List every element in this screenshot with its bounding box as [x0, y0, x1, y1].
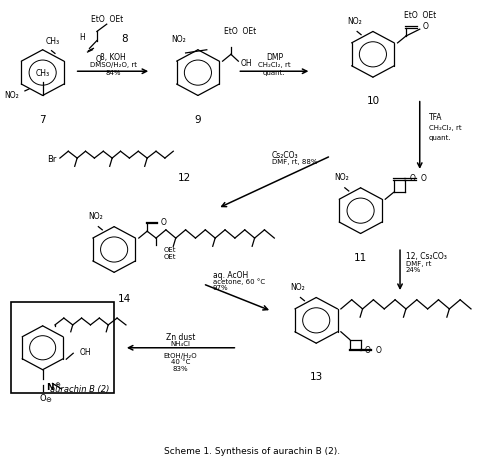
- Text: EtO  OEt: EtO OEt: [224, 27, 256, 36]
- Text: 83%: 83%: [173, 365, 188, 371]
- Text: O: O: [422, 22, 428, 31]
- Text: aurachin B (2): aurachin B (2): [50, 385, 110, 393]
- Text: 12, Cs₂CO₃: 12, Cs₂CO₃: [406, 252, 447, 260]
- Text: NO₂: NO₂: [290, 282, 305, 291]
- Text: 14: 14: [118, 293, 130, 303]
- Text: 9: 9: [194, 114, 201, 124]
- Text: OH: OH: [80, 347, 91, 356]
- Text: H: H: [79, 34, 84, 42]
- Text: ⊖: ⊖: [46, 396, 52, 402]
- Text: 97%: 97%: [212, 285, 228, 291]
- Text: 40 °C: 40 °C: [171, 358, 190, 365]
- Text: NO₂: NO₂: [4, 91, 19, 100]
- Text: 12: 12: [178, 173, 192, 182]
- Text: DMP: DMP: [266, 52, 283, 62]
- Text: CH₂Cl₂, rt: CH₂Cl₂, rt: [258, 62, 290, 68]
- Text: Cs₂CO₃: Cs₂CO₃: [272, 151, 298, 160]
- Text: TFA: TFA: [428, 113, 442, 122]
- Text: NH₄Cl: NH₄Cl: [170, 341, 190, 347]
- Text: quant.: quant.: [428, 134, 451, 140]
- Text: NO₂: NO₂: [88, 211, 103, 220]
- Text: EtO  OEt: EtO OEt: [404, 11, 436, 20]
- Text: 10: 10: [366, 96, 380, 106]
- Text: NO₂: NO₂: [334, 173, 349, 182]
- Text: O: O: [96, 55, 102, 64]
- Text: N: N: [46, 382, 54, 391]
- Text: CH₃: CH₃: [36, 69, 50, 78]
- Text: O: O: [420, 174, 426, 183]
- Text: Scheme 1. Synthesis of aurachin B (2).: Scheme 1. Synthesis of aurachin B (2).: [164, 446, 340, 455]
- Text: 11: 11: [354, 252, 367, 262]
- Text: DMF, rt: DMF, rt: [406, 260, 431, 266]
- Text: 8, KOH: 8, KOH: [100, 52, 126, 62]
- Text: OH: OH: [241, 59, 252, 68]
- Text: NO₂: NO₂: [347, 17, 362, 26]
- Text: quant.: quant.: [263, 70, 285, 76]
- Text: 24%: 24%: [406, 267, 421, 273]
- Text: CH₂Cl₂, rt: CH₂Cl₂, rt: [428, 125, 461, 131]
- Text: CH₃: CH₃: [46, 37, 60, 46]
- Text: ⊕: ⊕: [54, 381, 60, 387]
- Text: 7: 7: [40, 114, 46, 124]
- Text: EtOH/H₂O: EtOH/H₂O: [164, 352, 198, 358]
- Text: 8: 8: [122, 34, 128, 44]
- Text: DMSO/H₂O, rt: DMSO/H₂O, rt: [90, 62, 136, 68]
- Text: Zn dust: Zn dust: [166, 332, 196, 341]
- Text: EtO  OEt: EtO OEt: [90, 15, 123, 24]
- Text: OEt: OEt: [164, 246, 176, 252]
- Text: OEt: OEt: [164, 254, 176, 260]
- Text: 13: 13: [310, 371, 323, 381]
- Text: O: O: [40, 394, 46, 403]
- Text: 84%: 84%: [106, 70, 121, 76]
- Text: Br: Br: [48, 154, 57, 163]
- Text: DMF, rt, 88%: DMF, rt, 88%: [272, 159, 318, 165]
- Text: O: O: [376, 345, 382, 354]
- Text: O: O: [161, 217, 167, 226]
- Text: acetone, 60 °C: acetone, 60 °C: [212, 278, 265, 285]
- Text: O: O: [410, 174, 416, 183]
- Bar: [10, 302, 114, 394]
- Text: O: O: [364, 345, 370, 354]
- Text: aq. AcOH: aq. AcOH: [212, 270, 248, 280]
- Text: NO₂: NO₂: [171, 35, 186, 44]
